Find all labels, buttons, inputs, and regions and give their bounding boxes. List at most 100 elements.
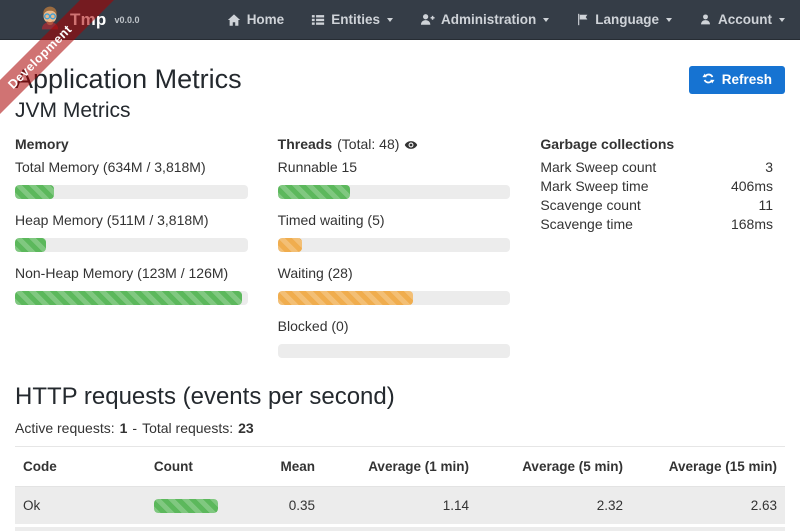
- col-header-avg-5min: Average (5 min): [476, 447, 631, 487]
- threads-title-label: Threads: [277, 136, 333, 152]
- col-header-mean: Mean: [245, 447, 323, 487]
- progress-track: [277, 185, 511, 199]
- nav-label: Account: [718, 12, 772, 27]
- table-header-row: Code Count Mean Average (1 min) Average …: [15, 447, 785, 487]
- gc-row: Scavenge time 168ms: [540, 215, 773, 233]
- nav-item-language[interactable]: Language: [576, 12, 672, 27]
- thread-metric-label: Waiting (28): [277, 265, 353, 281]
- next-row-sliver: [15, 524, 785, 531]
- active-requests-value: 1: [119, 420, 128, 436]
- threads-total-label: (Total: 48): [337, 136, 400, 152]
- chevron-down-icon: [666, 17, 672, 22]
- total-requests-label: Total requests:: [142, 420, 234, 436]
- gc-label: Scavenge time: [540, 216, 633, 232]
- chevron-down-icon: [386, 17, 393, 22]
- gc-value: 168ms: [730, 216, 774, 232]
- nav-item-account[interactable]: Account: [699, 12, 785, 27]
- cell-count: [146, 487, 246, 525]
- http-requests-table: Code Count Mean Average (1 min) Average …: [15, 447, 785, 531]
- cell-avg-1min: 1.14: [442, 498, 469, 513]
- col-header-avg-15min: Average (15 min): [630, 447, 785, 487]
- thread-metric-label: Timed waiting (5): [277, 212, 385, 228]
- progress-bar: [15, 291, 243, 305]
- thread-metric-label: Runnable 15: [277, 159, 358, 175]
- gc-value: 406ms: [730, 178, 774, 194]
- requests-summary: Active requests: 1 - Total requests: 23: [15, 420, 785, 436]
- gc-value: 11: [758, 197, 774, 213]
- eye-icon[interactable]: [404, 138, 418, 152]
- gc-label: Mark Sweep count: [540, 159, 657, 175]
- count-progress-bar: [153, 498, 218, 513]
- active-requests-label: Active requests:: [15, 420, 115, 436]
- progress-bar: [15, 185, 54, 199]
- entities-list-icon: [311, 13, 325, 27]
- chevron-down-icon: [543, 17, 550, 22]
- refresh-icon: [702, 72, 715, 88]
- memory-metric-label: Heap Memory (511M / 3,818M): [15, 212, 209, 228]
- nav-item-home[interactable]: Home: [227, 12, 285, 27]
- app-logo-avatar-icon: [37, 5, 63, 34]
- jvm-metrics-title: JVM Metrics: [15, 99, 131, 122]
- progress-track: [15, 185, 248, 199]
- threads-column: Threads (Total: 48) Runnable 15 Timed wa…: [277, 135, 541, 370]
- progress-bar: [277, 238, 302, 252]
- divider: [15, 446, 785, 447]
- main-content: Application Metrics Refresh JVM Metrics …: [0, 40, 800, 531]
- memory-metric-label: Non-Heap Memory (123M / 126M): [15, 265, 229, 281]
- chevron-down-icon: [779, 17, 785, 22]
- cell-code: Ok: [23, 498, 41, 513]
- count-progress-track: [153, 498, 218, 513]
- refresh-label: Refresh: [721, 72, 772, 87]
- top-navbar: Tmp v0.0.0 Home Entities: [0, 0, 800, 40]
- progress-track: [15, 238, 248, 252]
- gc-label: Mark Sweep time: [540, 178, 649, 194]
- total-requests-value: 23: [238, 420, 254, 436]
- cell-avg-15min: 2.63: [750, 498, 777, 513]
- nav-label: Administration: [440, 12, 537, 27]
- jvm-metrics-row: Memory Total Memory (634M / 3,818M) Heap…: [15, 135, 785, 370]
- progress-track: [277, 238, 511, 252]
- col-header-avg-1min: Average (1 min): [322, 447, 477, 487]
- progress-bar: [277, 291, 414, 305]
- table-row: Ok 0.35 1.14 2.32 2.63: [15, 486, 785, 525]
- progress-track: [277, 344, 511, 358]
- brand-title: Tmp: [70, 9, 107, 29]
- nav-label: Home: [246, 12, 285, 27]
- user-plus-icon: [420, 12, 435, 27]
- home-icon: [227, 13, 241, 27]
- progress-bar: [15, 238, 47, 252]
- col-header-code: Code: [15, 447, 146, 487]
- nav-item-entities[interactable]: Entities: [311, 12, 393, 27]
- threads-title: Threads (Total: 48): [278, 135, 511, 154]
- progress-track: [277, 291, 511, 305]
- navbar-menu: Home Entities Administration: [227, 12, 785, 27]
- gc-title: Garbage collections: [540, 136, 675, 152]
- user-icon: [699, 13, 712, 26]
- memory-column: Memory Total Memory (634M / 3,818M) Heap…: [15, 135, 278, 370]
- memory-title: Memory: [15, 136, 69, 152]
- nav-label: Entities: [331, 12, 380, 27]
- cell-mean: 0.35: [288, 498, 315, 513]
- brand-link[interactable]: Tmp v0.0.0: [37, 5, 140, 34]
- col-header-count: Count: [145, 447, 246, 487]
- memory-metric-label: Total Memory (634M / 3,818M): [15, 159, 206, 175]
- refresh-button[interactable]: Refresh: [688, 65, 785, 94]
- gc-row: Mark Sweep time 406ms: [540, 177, 773, 195]
- separator: -: [132, 420, 138, 436]
- flag-icon: [576, 13, 589, 26]
- page-title: Application Metrics: [15, 64, 242, 94]
- thread-metric-label: Blocked (0): [277, 318, 349, 334]
- nav-item-administration[interactable]: Administration: [420, 12, 550, 27]
- nav-label: Language: [595, 12, 659, 27]
- gc-row: Mark Sweep count 3: [540, 158, 773, 176]
- gc-column: Garbage collections Mark Sweep count 3 M…: [540, 135, 785, 370]
- table-row-partial: [15, 524, 785, 531]
- gc-row: Scavenge count 11: [540, 196, 773, 214]
- gc-label: Scavenge count: [540, 197, 641, 213]
- gc-value: 3: [765, 159, 774, 175]
- progress-track: [15, 291, 248, 305]
- brand-version: v0.0.0: [114, 14, 140, 25]
- progress-bar: [277, 185, 351, 199]
- cell-avg-5min: 2.32: [596, 498, 623, 513]
- http-requests-title: HTTP requests (events per second): [15, 383, 395, 410]
